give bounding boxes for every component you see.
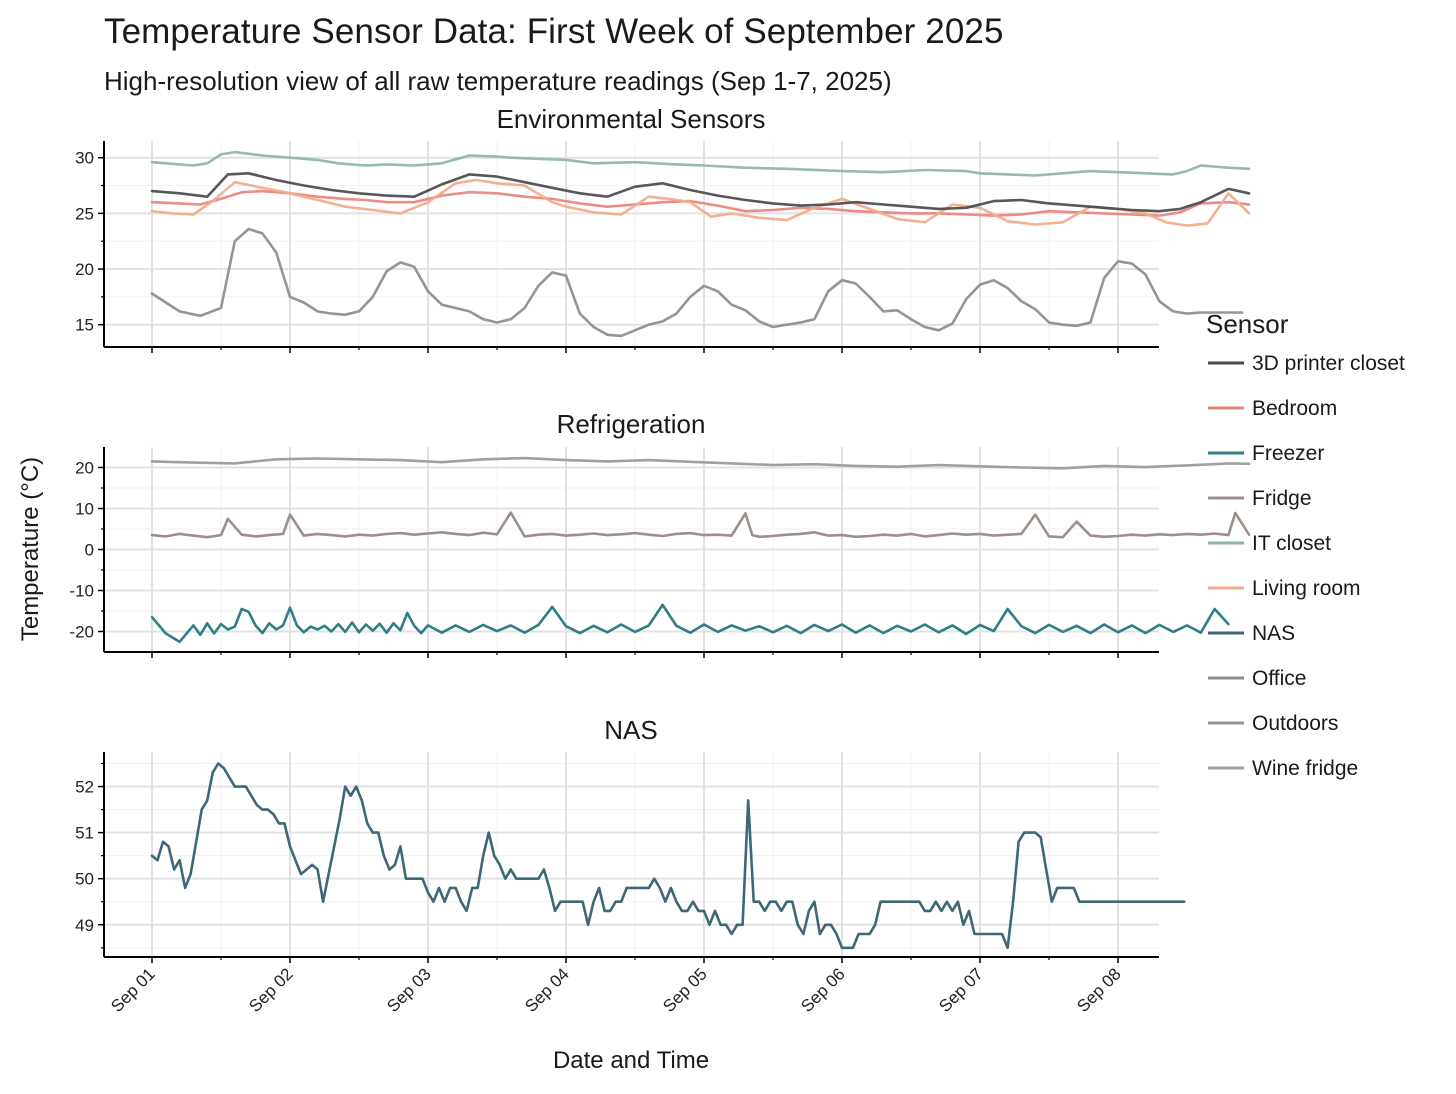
legend-item-outdoors: Outdoors [1208, 712, 1338, 735]
panel-refrigeration: 20 10 0 -10 -20 Refrigeration [69, 409, 1251, 658]
legend-item-3d-printer-closet: 3D printer closet [1208, 352, 1405, 375]
y-tick-label: 10 [75, 500, 94, 519]
series-line-nas [150, 762, 1186, 950]
legend-title: Sensor [1206, 309, 1289, 339]
x-tick-label: Sep 01 [107, 964, 159, 1016]
y-tick-label: 25 [75, 204, 94, 223]
y-tick-label: 20 [75, 260, 94, 279]
legend-label: Living room [1252, 577, 1361, 600]
legend-item-living-room: Living room [1208, 577, 1361, 600]
series-line-wine-fridge [150, 456, 1251, 470]
x-tick-label: Sep 06 [797, 964, 849, 1016]
y-axis-title: Temperature (°C) [17, 457, 44, 641]
legend-label: Bedroom [1252, 397, 1337, 420]
chart-subtitle: High-resolution view of all raw temperat… [104, 66, 892, 96]
legend-label: Outdoors [1252, 712, 1338, 735]
y-tick-label: 49 [75, 916, 94, 935]
legend: Sensor 3D printer closet Bedroom Freezer Fri… [1206, 309, 1405, 780]
legend-item-it-closet: IT closet [1208, 532, 1331, 555]
panel-title: NAS [604, 715, 657, 745]
series-line-freezer [150, 603, 1230, 644]
legend-item-office: Office [1208, 667, 1306, 690]
x-tick-label: Sep 07 [935, 964, 987, 1016]
legend-label: Wine fridge [1252, 757, 1358, 780]
x-tick-label: Sep 02 [245, 964, 297, 1016]
panel-nas: 52 51 50 49 NAS [75, 715, 1186, 963]
series-line-3d-printer-closet [150, 172, 1251, 213]
y-tick-label: 30 [75, 149, 94, 168]
x-axis-title: Date and Time [553, 1047, 709, 1074]
x-tick-label: Sep 05 [659, 964, 711, 1016]
legend-item-bedroom: Bedroom [1208, 397, 1337, 420]
y-tick-label: 20 [75, 459, 94, 478]
legend-item-wine-fridge: Wine fridge [1208, 757, 1358, 780]
series-line-office [150, 227, 1244, 338]
series-line-fridge [150, 511, 1251, 539]
legend-label: Freezer [1252, 442, 1324, 465]
series-line-it-closet [150, 150, 1251, 177]
series-line-bedroom [150, 189, 1251, 217]
legend-item-freezer: Freezer [1208, 442, 1324, 465]
chart-title: Temperature Sensor Data: First Week of S… [104, 12, 1004, 51]
x-tick-label: Sep 03 [383, 964, 435, 1016]
y-tick-label: 50 [75, 870, 94, 889]
y-tick-label: 52 [75, 778, 94, 797]
legend-item-nas: NAS [1208, 622, 1295, 645]
y-tick-label: 0 [85, 541, 94, 560]
panel-environmental-sensors: 30 25 20 15 Environmental Sensors [75, 104, 1251, 353]
legend-label: 3D printer closet [1252, 352, 1405, 375]
y-tick-label: 51 [75, 824, 94, 843]
legend-label: Office [1252, 667, 1306, 690]
legend-label: NAS [1252, 622, 1295, 645]
legend-label: Fridge [1252, 487, 1312, 510]
y-tick-label: -20 [69, 623, 94, 642]
x-tick-label: Sep 08 [1073, 964, 1125, 1016]
legend-item-fridge: Fridge [1208, 487, 1312, 510]
series-line-living-room [150, 178, 1251, 227]
panel-title: Refrigeration [557, 409, 706, 439]
x-tick-label: Sep 04 [521, 964, 573, 1016]
panel-title: Environmental Sensors [497, 104, 766, 134]
y-tick-label: 15 [75, 316, 94, 335]
y-tick-label: -10 [69, 582, 94, 601]
legend-label: IT closet [1252, 532, 1331, 555]
